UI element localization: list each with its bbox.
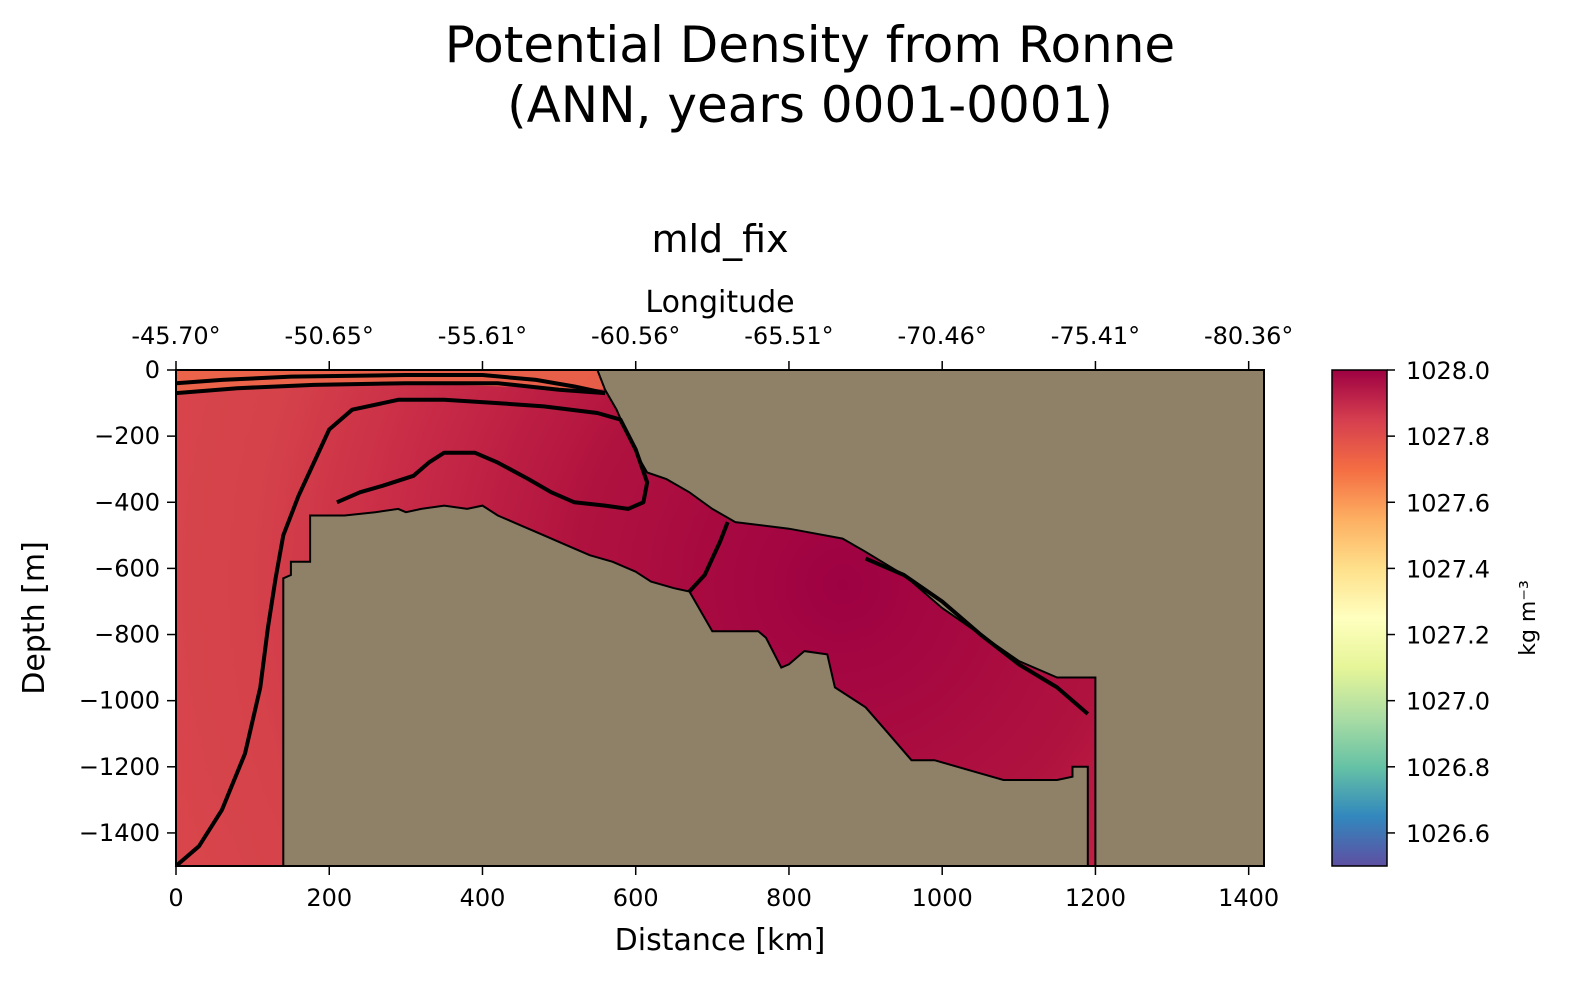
top-tick-label: -75.41° [1051, 322, 1140, 350]
x-tick-label: 0 [168, 884, 183, 912]
contour-lines [176, 373, 1090, 866]
x-axis-label: Distance [km] [615, 923, 826, 958]
x-tick-label: 1000 [912, 884, 973, 912]
top-tick-label: -70.46° [898, 322, 987, 350]
y-tick-label: 0 [145, 356, 160, 384]
figure-title-line2: (ANN, years 0001-0001) [507, 76, 1113, 134]
colorbar-tick-label: 1028.0 [1406, 357, 1490, 385]
seafloor-bathymetry [176, 504, 1264, 866]
x-tick-label: 600 [613, 884, 659, 912]
y-axis-label: Depth [m] [17, 541, 52, 695]
colorbar-tick-label: 1027.6 [1406, 489, 1490, 517]
x-tick-label: 1200 [1065, 884, 1126, 912]
top-tick-label: -80.36° [1204, 322, 1293, 350]
x-tick-label: 200 [306, 884, 352, 912]
top-tick-label: -60.56° [591, 322, 680, 350]
x-tick-label: 1400 [1218, 884, 1279, 912]
subplot-title: mld_fix [651, 217, 788, 261]
density-contour [687, 521, 730, 593]
colorbar: 1028.0 1027.8 1027.6 1027.4 1027.2 1027.0 1026… [1331, 357, 1541, 867]
colorbar-bar [1331, 369, 1388, 867]
y-tick-label: −1400 [79, 819, 160, 847]
y-tick-label: −400 [94, 488, 160, 516]
density-contour [864, 556, 1090, 716]
colorbar-tick-label: 1027.8 [1406, 423, 1490, 451]
plot-area [176, 370, 1264, 866]
x-tick-label: 800 [766, 884, 812, 912]
figure-title-line1: Potential Density from Ronne [445, 16, 1175, 74]
plot-frame [175, 369, 1265, 867]
top-axis-label: Longitude [645, 285, 794, 320]
top-tick-label: -50.65° [285, 322, 374, 350]
top-longitude-axis: -45.70° -50.65° -55.61° -60.56° -65.51° -70.4… [131, 322, 1293, 370]
surface-contour [176, 381, 606, 396]
colorbar-tick-label: 1027.2 [1406, 622, 1490, 650]
y-axis: 0 −200 −400 −600 −800 −1000 −1200 −1400 [79, 356, 176, 847]
colorbar-tick-label: 1027.0 [1406, 688, 1490, 716]
surface-contour [176, 373, 606, 396]
top-tick-label: -55.61° [438, 322, 527, 350]
colorbar-ticks: 1028.0 1027.8 1027.6 1027.4 1027.2 1027.0 1026… [1387, 357, 1490, 848]
top-tick-label: -45.70° [131, 322, 220, 350]
x-tick-label: 400 [460, 884, 506, 912]
colorbar-tick-label: 1026.8 [1406, 754, 1490, 782]
top-tick-label: -65.51° [744, 322, 833, 350]
colorbar-tick-label: 1026.6 [1406, 820, 1490, 848]
y-tick-label: −200 [94, 422, 160, 450]
colorbar-unit-label: kg m⁻³ [1516, 580, 1541, 656]
y-tick-label: −1000 [79, 687, 160, 715]
colorbar-tick-label: 1027.4 [1406, 555, 1490, 583]
y-tick-label: −800 [94, 621, 160, 649]
x-axis: 0 200 400 600 800 1000 1200 1400 [168, 866, 1279, 912]
y-tick-label: −600 [94, 554, 160, 582]
land-mask [176, 370, 1264, 866]
density-contour [176, 397, 650, 866]
y-tick-label: −1200 [79, 753, 160, 781]
